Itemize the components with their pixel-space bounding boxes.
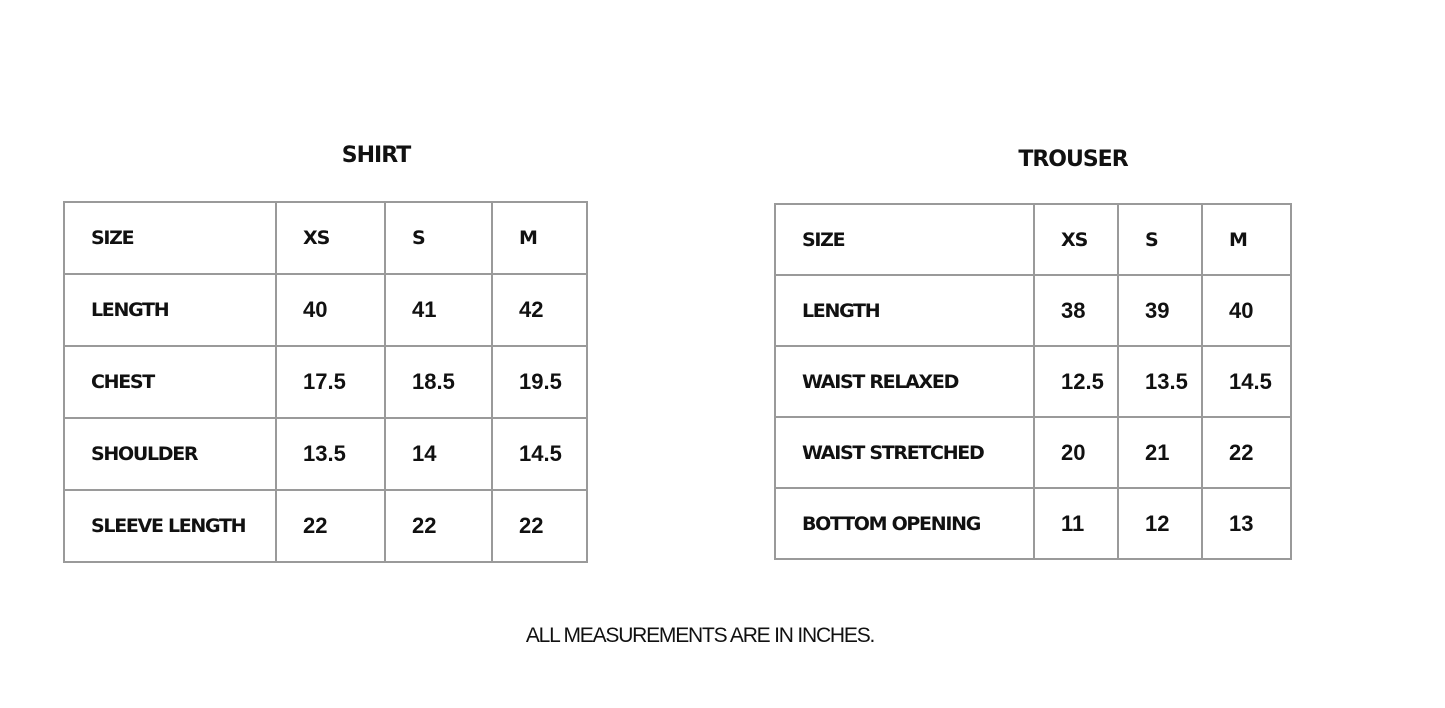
row-label: BOTTOM OPENING [774,487,1035,560]
row-label: WAIST STRETCHED [774,416,1035,489]
table-row: LENGTH 38 39 40 [774,274,1292,347]
table-row: WAIST STRETCHED 20 21 22 [774,416,1292,489]
row-label: SHOULDER [63,417,277,491]
table-row: SLEEVE LENGTH 22 22 22 [63,489,588,563]
shirt-title: SHIRT [341,143,411,168]
size-header: XS [275,201,386,275]
measurement-cell: 18.5 [384,345,493,419]
size-header: S [384,201,493,275]
size-header: S [1117,203,1203,276]
measurement-cell: 22 [384,489,493,563]
measurement-cell: 14.5 [491,417,588,491]
table-row: CHEST 17.5 18.5 19.5 [63,345,588,419]
row-label: SIZE [774,203,1035,276]
row-label: SLEEVE LENGTH [63,489,277,563]
header-row: SIZE XS S M [774,203,1292,276]
size-header: XS [1033,203,1119,276]
measurement-cell: 40 [275,273,386,347]
measurement-cell: 19.5 [491,345,588,419]
measurement-cell: 14 [384,417,493,491]
trouser-title: TROUSER [1018,147,1128,172]
measurement-cell: 41 [384,273,493,347]
measurement-cell: 22 [1201,416,1292,489]
row-label: WAIST RELAXED [774,345,1035,418]
measurement-cell: 39 [1117,274,1203,347]
row-label: LENGTH [63,273,277,347]
row-label: CHEST [63,345,277,419]
measurement-cell: 40 [1201,274,1292,347]
measurement-note: ALL MEASUREMENTS ARE IN INCHES. [525,624,875,647]
table-row: SHOULDER 13.5 14 14.5 [63,417,588,491]
measurement-cell: 38 [1033,274,1119,347]
size-header: M [1201,203,1292,276]
trouser-size-table: SIZE XS S M LENGTH 38 39 40 WAIST RELAXED 12.5 13.… [774,203,1292,560]
table-row: LENGTH 40 41 42 [63,273,588,347]
measurement-cell: 12.5 [1033,345,1119,418]
row-label: SIZE [63,201,277,275]
measurement-cell: 42 [491,273,588,347]
row-label: LENGTH [774,274,1035,347]
measurement-cell: 14.5 [1201,345,1292,418]
measurement-cell: 13.5 [1117,345,1203,418]
measurement-cell: 22 [491,489,588,563]
table-row: WAIST RELAXED 12.5 13.5 14.5 [774,345,1292,418]
size-header: M [491,201,588,275]
header-row: SIZE XS S M [63,201,588,275]
measurement-cell: 21 [1117,416,1203,489]
measurement-cell: 11 [1033,487,1119,560]
measurement-cell: 12 [1117,487,1203,560]
measurement-cell: 20 [1033,416,1119,489]
measurement-cell: 13.5 [275,417,386,491]
measurement-cell: 17.5 [275,345,386,419]
shirt-size-table: SIZE XS S M LENGTH 40 41 42 CHEST 17.5 18.5 19.5 SHO… [63,201,588,563]
measurement-cell: 22 [275,489,386,563]
measurement-cell: 13 [1201,487,1292,560]
table-row: BOTTOM OPENING 11 12 13 [774,487,1292,560]
